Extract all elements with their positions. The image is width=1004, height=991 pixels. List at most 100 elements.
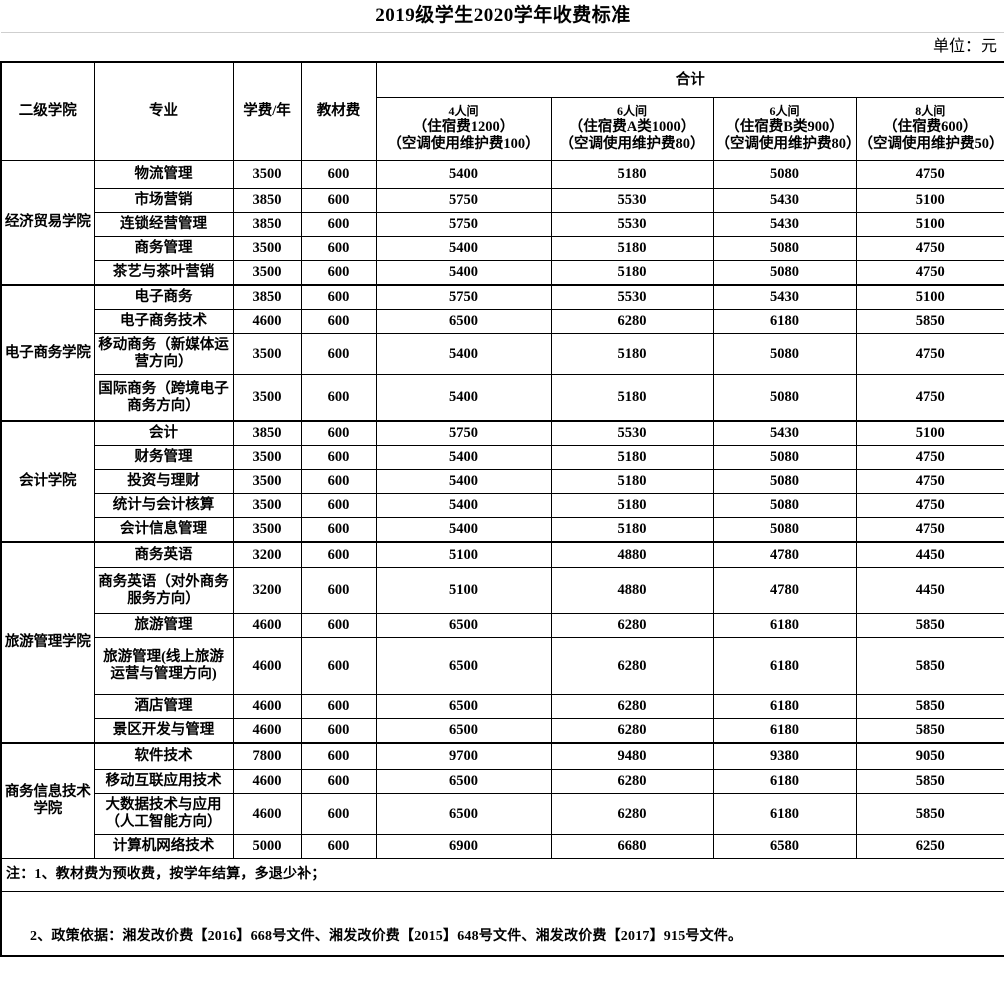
- total-4-person: 6900: [375, 834, 552, 859]
- total-4-person: 5400: [375, 469, 552, 494]
- total-8-person: 5850: [855, 718, 1004, 744]
- total-6-person-a: 5530: [550, 188, 714, 213]
- header-total-col-2: 6人间 （住宿费A类1000） （空调使用维护费80）: [550, 97, 714, 161]
- total-4-person: 6500: [375, 694, 552, 719]
- textbook-value: 600: [300, 284, 377, 310]
- total-6-person-a: 6280: [550, 694, 714, 719]
- header-tuition: 学费/年: [232, 61, 302, 161]
- textbook-value: 600: [300, 188, 377, 213]
- total-6-person-b: 6180: [712, 793, 857, 835]
- tuition-value: 4600: [232, 718, 302, 744]
- total-4-person: 5100: [375, 541, 552, 568]
- total-8-person: 4750: [855, 236, 1004, 261]
- fee-standard-table: 2019级学生2020学年收费标准 单位：元 二级学院 专业 学费/年 教材费 合计 4人间（…: [0, 0, 1004, 957]
- total-8-person: 4750: [855, 493, 1004, 518]
- total-6-person-a: 6280: [550, 309, 714, 334]
- total-6-person-a: 4880: [550, 567, 714, 614]
- textbook-value: 600: [300, 742, 377, 770]
- table-row: 茶艺与茶叶营销 3500 600 5400 5180 5080 4750: [1, 260, 1004, 286]
- tuition-value: 4600: [232, 769, 302, 794]
- table-row: 经济贸易学院 物流管理 3500 600 5400 5180 5080 4750: [0, 160, 1004, 286]
- note-row-2: 2、政策依据：湘发改价费【2016】668号文件、湘发改价费【2015】648号…: [0, 891, 1004, 957]
- major-name: 商务英语（对外商务服务方向）: [93, 567, 234, 614]
- major-name: 会计: [93, 420, 234, 446]
- table-row: 国际商务（跨境电子商务方向） 3500 600 5400 5180 5080 4750: [1, 374, 1004, 422]
- tuition-value: 5000: [232, 834, 302, 859]
- total-4-person: 5750: [375, 212, 552, 237]
- tuition-value: 7800: [232, 742, 302, 770]
- major-name: 移动互联应用技术: [93, 769, 234, 794]
- textbook-value: 600: [300, 309, 377, 334]
- major-name: 旅游管理(线上旅游运营与管理方向): [93, 637, 234, 695]
- textbook-value: 600: [300, 718, 377, 744]
- total-6-person-a: 6280: [550, 637, 714, 695]
- textbook-value: 600: [300, 420, 377, 446]
- major-name: 茶艺与茶叶营销: [93, 260, 234, 286]
- total-4-person: 5400: [375, 236, 552, 261]
- total-6-person-a: 5180: [550, 517, 714, 543]
- major-name: 商务管理: [93, 236, 234, 261]
- textbook-value: 600: [300, 567, 377, 614]
- textbook-value: 600: [300, 541, 377, 568]
- note-line-2: 2、政策依据：湘发改价费【2016】668号文件、湘发改价费【2015】648号…: [0, 891, 1004, 957]
- total-6-person-a: 5180: [550, 333, 714, 375]
- header-room-type: 6人间: [616, 104, 647, 119]
- total-6-person-b: 4780: [712, 541, 857, 568]
- table-row: 统计与会计核算 3500 600 5400 5180 5080 4750: [1, 493, 1004, 518]
- college-name: 旅游管理学院: [0, 541, 95, 744]
- textbook-value: 600: [300, 637, 377, 695]
- total-6-person-a: 5180: [550, 469, 714, 494]
- major-name: 国际商务（跨境电子商务方向）: [93, 374, 234, 422]
- table-row: 酒店管理 4600 600 6500 6280 6180 5850: [1, 694, 1004, 719]
- college-name: 电子商务学院: [0, 284, 95, 422]
- total-8-person: 4450: [855, 567, 1004, 614]
- college-name: 商务信息技术学院: [0, 742, 95, 859]
- table-row: 计算机网络技术 5000 600 6900 6680 6580 6250: [1, 834, 1004, 859]
- major-name: 旅游管理: [93, 613, 234, 638]
- table-row: 旅游管理学院 商务英语 3200 600 5100 4880 4780 4450: [0, 541, 1004, 744]
- table-row: 商务英语（对外商务服务方向） 3200 600 5100 4880 4780 4450: [1, 567, 1004, 614]
- header-total-col-1: 4人间 （住宿费1200） （空调使用维护费100）: [375, 97, 552, 161]
- header-room-type: 4人间: [448, 104, 479, 119]
- total-6-person-a: 6280: [550, 613, 714, 638]
- major-name: 电子商务: [93, 284, 234, 310]
- total-6-person-a: 5530: [550, 420, 714, 446]
- major-name: 投资与理财: [93, 469, 234, 494]
- total-8-person: 5100: [855, 420, 1004, 446]
- total-8-person: 5850: [855, 694, 1004, 719]
- table-row: 电子商务学院 电子商务 3850 600 5750 5530 5430 5100: [0, 284, 1004, 422]
- tuition-value: 3500: [232, 333, 302, 375]
- textbook-value: 600: [300, 694, 377, 719]
- total-6-person-b: 4780: [712, 567, 857, 614]
- major-name: 大数据技术与应用（人工智能方向）: [93, 793, 234, 835]
- header-ac-fee: （空调使用维护费80）: [715, 135, 856, 152]
- major-name: 计算机网络技术: [93, 834, 234, 859]
- total-8-person: 4750: [855, 469, 1004, 494]
- header-total-group: 合计: [375, 61, 1004, 98]
- table-row: 商务信息技术学院 软件技术 7800 600 9700 9480 9380 9050: [0, 742, 1004, 859]
- major-name: 软件技术: [93, 742, 234, 770]
- total-6-person-a: 6680: [550, 834, 714, 859]
- major-name: 市场营销: [93, 188, 234, 213]
- textbook-value: 600: [300, 333, 377, 375]
- tuition-value: 3500: [232, 260, 302, 286]
- textbook-value: 600: [300, 769, 377, 794]
- total-6-person-b: 5430: [712, 188, 857, 213]
- tuition-value: 3850: [232, 188, 302, 213]
- table-row: 移动互联应用技术 4600 600 6500 6280 6180 5850: [1, 769, 1004, 794]
- total-8-person: 5850: [855, 613, 1004, 638]
- total-6-person-b: 5430: [712, 420, 857, 446]
- header-college: 二级学院: [0, 61, 95, 161]
- total-4-person: 6500: [375, 637, 552, 695]
- title-row: 2019级学生2020学年收费标准: [1, 0, 1004, 33]
- total-6-person-b: 5080: [712, 445, 857, 470]
- total-8-person: 5100: [855, 212, 1004, 237]
- total-6-person-b: 5080: [712, 469, 857, 494]
- tuition-value: 4600: [232, 309, 302, 334]
- total-6-person-a: 5180: [550, 160, 714, 189]
- total-6-person-a: 5180: [550, 260, 714, 286]
- total-4-person: 6500: [375, 718, 552, 744]
- total-4-person: 5100: [375, 567, 552, 614]
- unit-row: 单位：元: [1, 32, 1004, 63]
- header-dorm-fee: （住宿费A类1000）: [568, 119, 696, 136]
